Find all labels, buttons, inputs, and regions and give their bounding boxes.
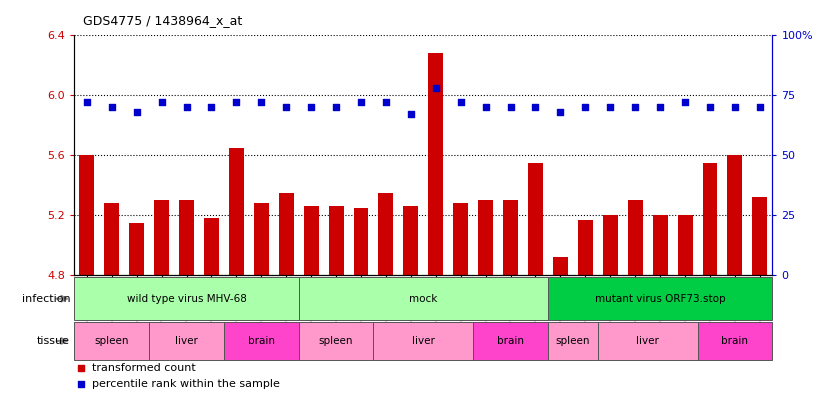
Point: [480, 322, 493, 329]
Point: [504, 104, 517, 110]
Bar: [150, 322, 224, 360]
Bar: [598, 322, 697, 360]
Point: [678, 99, 691, 106]
Bar: [154, 200, 169, 275]
Point: [729, 104, 742, 110]
Point: [553, 109, 567, 115]
Text: tissue: tissue: [37, 336, 70, 346]
Point: [180, 104, 193, 110]
Point: [354, 99, 368, 106]
Point: [80, 99, 93, 106]
Bar: [503, 200, 518, 275]
Point: [604, 104, 617, 110]
Bar: [653, 215, 667, 275]
Point: [480, 185, 493, 191]
Bar: [79, 155, 94, 275]
Bar: [254, 203, 268, 275]
Bar: [429, 53, 444, 275]
Text: GDS4775 / 1438964_x_at: GDS4775 / 1438964_x_at: [83, 15, 242, 28]
Point: [205, 104, 218, 110]
Point: [330, 104, 343, 110]
Point: [753, 104, 767, 110]
Text: mutant virus ORF73.stop: mutant virus ORF73.stop: [595, 294, 725, 304]
Bar: [728, 155, 743, 275]
Bar: [229, 148, 244, 275]
Bar: [628, 200, 643, 275]
Text: wild type virus MHV-68: wild type virus MHV-68: [126, 294, 246, 304]
Point: [230, 99, 243, 106]
Point: [130, 109, 143, 115]
Point: [305, 104, 318, 110]
Bar: [299, 322, 373, 360]
Bar: [354, 208, 368, 275]
Bar: [478, 200, 493, 275]
Text: spleen: spleen: [319, 336, 354, 346]
Text: spleen: spleen: [556, 336, 590, 346]
Text: brain: brain: [721, 336, 748, 346]
Bar: [373, 322, 473, 360]
Bar: [697, 322, 772, 360]
Point: [629, 104, 642, 110]
Bar: [603, 215, 618, 275]
Bar: [473, 322, 548, 360]
Bar: [702, 163, 718, 275]
Bar: [74, 322, 150, 360]
Bar: [104, 203, 119, 275]
Bar: [548, 277, 772, 320]
Bar: [74, 277, 299, 320]
Point: [280, 104, 293, 110]
Bar: [224, 322, 299, 360]
Bar: [677, 215, 692, 275]
Text: infection: infection: [21, 294, 70, 304]
Bar: [204, 218, 219, 275]
Point: [155, 99, 169, 106]
Bar: [329, 206, 344, 275]
Text: percentile rank within the sample: percentile rank within the sample: [92, 378, 280, 389]
Bar: [752, 197, 767, 275]
Point: [479, 104, 492, 110]
Bar: [278, 193, 294, 275]
Point: [704, 104, 717, 110]
Bar: [304, 206, 319, 275]
Text: liver: liver: [175, 336, 198, 346]
Point: [454, 99, 468, 106]
Bar: [179, 200, 194, 275]
Bar: [528, 163, 543, 275]
Bar: [299, 277, 548, 320]
Bar: [553, 257, 568, 275]
Point: [105, 104, 118, 110]
Text: brain: brain: [497, 336, 524, 346]
Text: liver: liver: [412, 336, 434, 346]
Point: [379, 99, 392, 106]
Point: [254, 99, 268, 106]
Point: [653, 104, 667, 110]
Point: [529, 104, 542, 110]
Bar: [403, 206, 418, 275]
Text: spleen: spleen: [94, 336, 129, 346]
Text: brain: brain: [248, 336, 275, 346]
Bar: [453, 203, 468, 275]
Point: [404, 111, 417, 118]
Text: mock: mock: [409, 294, 438, 304]
Text: transformed count: transformed count: [92, 364, 196, 373]
Bar: [548, 322, 598, 360]
Point: [430, 85, 443, 91]
Bar: [378, 193, 393, 275]
Bar: [578, 220, 593, 275]
Point: [579, 104, 592, 110]
Text: liver: liver: [636, 336, 659, 346]
Bar: [129, 223, 145, 275]
